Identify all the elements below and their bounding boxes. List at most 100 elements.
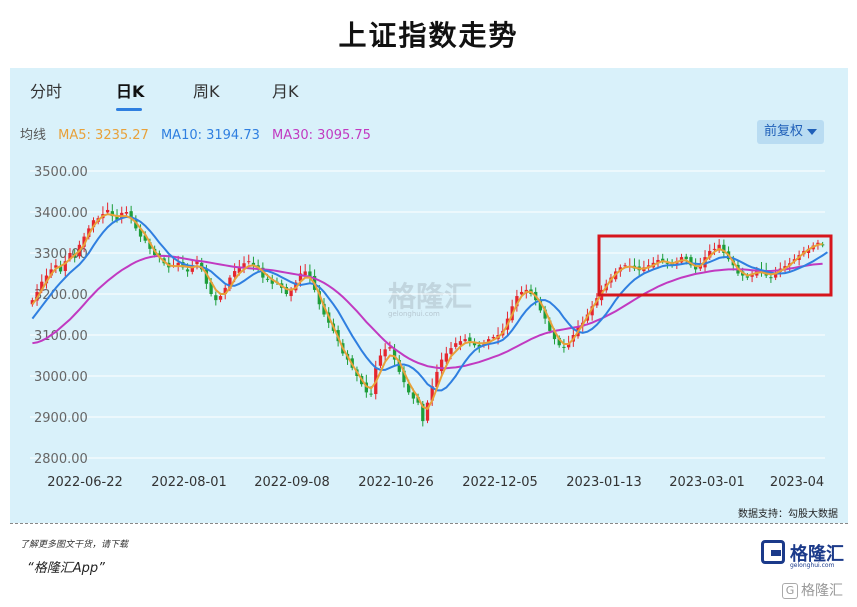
x-tick-label: 2022-12-05: [462, 475, 538, 490]
x-tick-label: 2023-01-13: [566, 475, 642, 490]
candle-body: [552, 331, 557, 340]
candle-body: [44, 275, 49, 284]
watermark-sub: gelonghui.com: [388, 310, 440, 318]
candle-body: [322, 303, 326, 315]
candle-body: [468, 337, 472, 342]
ma30-line: [32, 254, 823, 370]
candle-body: [237, 267, 241, 274]
candle-body: [684, 256, 688, 260]
candle-body: [185, 269, 190, 272]
candle-body: [232, 271, 237, 277]
candle-body: [454, 343, 458, 347]
ma10-line: [31, 215, 828, 392]
footer-app: “格隆汇App”: [27, 561, 105, 576]
footer-note: 了解更多图文干货，请下载: [20, 540, 129, 550]
candle-body: [58, 266, 63, 272]
candle-body: [209, 282, 213, 294]
candle-body: [543, 309, 547, 319]
candle-body: [449, 348, 453, 354]
candle-body: [298, 273, 303, 282]
logo-text: 格隆汇: [790, 544, 844, 565]
candle-body: [251, 262, 256, 266]
candle-body: [708, 250, 712, 258]
candle-body: [68, 253, 72, 260]
candle-body: [143, 235, 147, 241]
candle-body: [369, 393, 373, 395]
candle-body: [392, 349, 397, 360]
candle-body: [242, 263, 246, 268]
candle-body: [519, 291, 524, 295]
candle-body: [402, 370, 406, 383]
x-tick-label: 2023-04: [770, 475, 824, 490]
candle-body: [773, 273, 778, 278]
candle-body: [204, 269, 209, 284]
candle-body: [623, 265, 627, 267]
x-tick-label: 2022-08-01: [151, 475, 227, 490]
candle-body: [407, 383, 411, 393]
adjust-dropdown-label: 前复权: [763, 124, 803, 139]
candle-body: [472, 342, 477, 346]
candle-body: [538, 300, 543, 311]
candle-body: [656, 259, 660, 264]
logo-sub: gelonghui.com: [790, 562, 835, 569]
candle-body: [693, 266, 698, 270]
candle-body: [722, 244, 726, 253]
candle-body: [566, 343, 571, 348]
candle-body: [411, 392, 416, 399]
candle-body: [548, 320, 552, 331]
candle-body: [105, 209, 110, 213]
candle-body: [54, 265, 58, 268]
tab-monthly-k[interactable]: 月K: [272, 82, 299, 101]
ma5-line: [31, 213, 823, 411]
candle-body: [416, 396, 420, 403]
adjust-dropdown[interactable]: 前复权: [757, 120, 824, 144]
y-tick-label: 3400.00: [34, 206, 88, 221]
ma30-legend: MA30: 3095.75: [272, 128, 371, 143]
candle-body: [82, 236, 86, 247]
candle-body: [444, 353, 448, 362]
y-tick-label: 2900.00: [34, 411, 88, 426]
candle-body: [30, 300, 34, 305]
y-tick-label: 3500.00: [34, 165, 88, 180]
candle-body: [289, 289, 293, 297]
candle-body: [110, 211, 114, 217]
candle-body: [439, 359, 444, 372]
candle-body: [49, 269, 53, 276]
page-title: 上证指数走势: [338, 19, 519, 52]
candle-body: [270, 279, 274, 284]
x-axis-ticks: 2022-06-22 2022-08-01 2022-09-08 2022-10-26…: [47, 475, 824, 490]
candle-body: [562, 346, 566, 348]
tab-weekly-k[interactable]: 周K: [193, 82, 220, 101]
candle-body: [430, 386, 434, 401]
candle-body: [148, 242, 152, 249]
candle-body: [129, 211, 133, 219]
y-tick-label: 3000.00: [34, 370, 88, 385]
ma5-legend: MA5: 3235.27: [58, 128, 149, 143]
candle-body: [218, 296, 223, 300]
tab-intraday[interactable]: 分时: [30, 82, 63, 101]
candle-body: [308, 271, 312, 278]
candle-body: [284, 287, 289, 294]
x-tick-label: 2022-09-08: [254, 475, 330, 490]
candle-body: [195, 261, 199, 265]
y-axis-ticks: 3500.003400.003300.003200.003100.003000.…: [34, 165, 88, 467]
moving-averages: [31, 213, 828, 411]
candle-body: [176, 262, 180, 267]
candle-body: [40, 281, 44, 291]
tab-daily-k[interactable]: 日K: [116, 82, 145, 101]
candle-body: [717, 244, 721, 251]
corner-watermark-text: 格隆汇: [801, 583, 843, 599]
candle-body: [712, 248, 717, 250]
candle-body: [458, 341, 463, 345]
candle-body: [482, 343, 486, 346]
candle-body: [223, 287, 227, 294]
divider: [10, 523, 848, 524]
candle-body: [265, 278, 270, 280]
candle-body: [557, 337, 561, 346]
candle-body: [383, 349, 387, 357]
candle-body: [115, 215, 119, 221]
x-tick-label: 2023-03-01: [669, 475, 745, 490]
candle-body: [491, 337, 496, 339]
candle-body: [134, 220, 138, 229]
